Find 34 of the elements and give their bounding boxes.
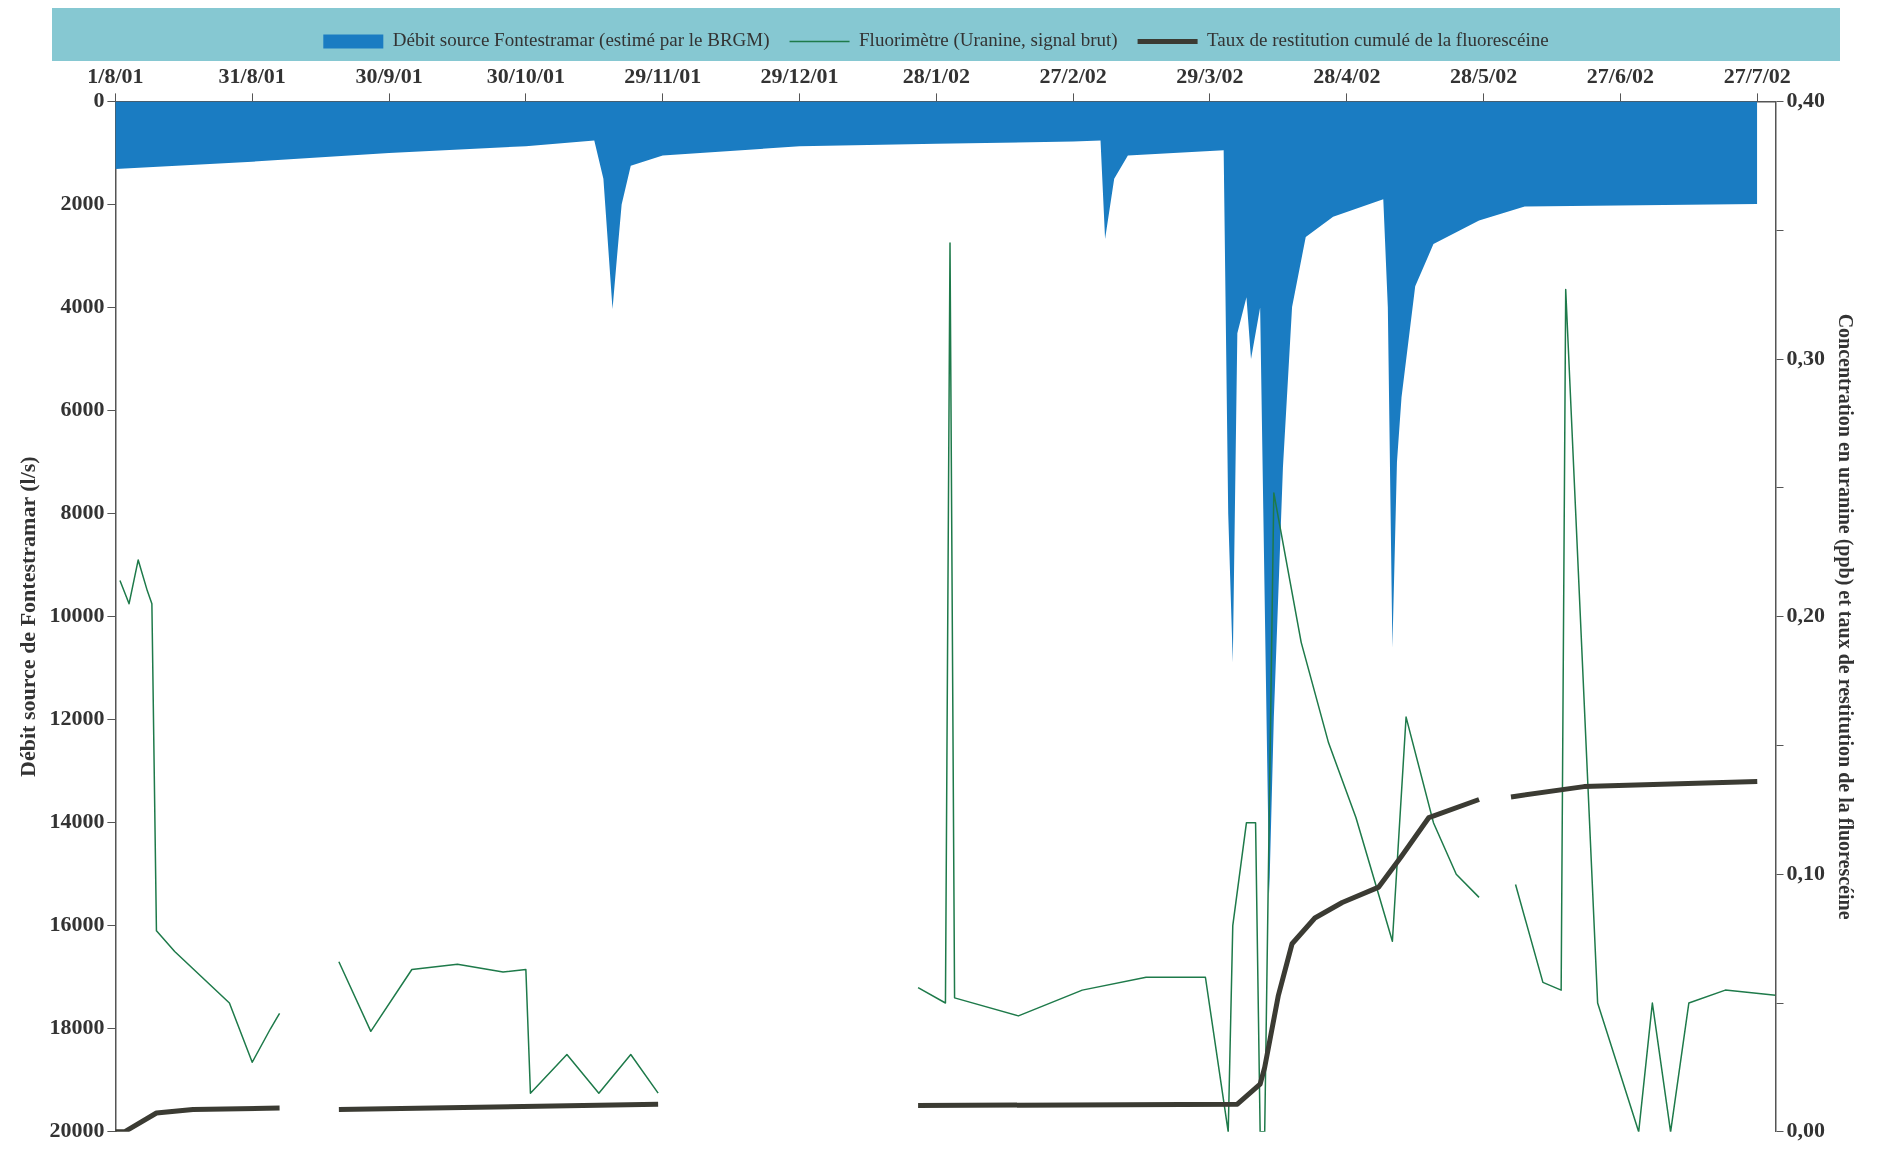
x-tick-label: 31/8/01 bbox=[218, 62, 286, 88]
y2-axis-title: Concentration en uranine (ppb) et taux de restitution de la fluorescéine bbox=[1833, 313, 1857, 920]
x-tick-label: 27/2/02 bbox=[1039, 62, 1107, 88]
x-tick-label: 30/10/01 bbox=[486, 62, 565, 88]
x-tick-label: 28/5/02 bbox=[1450, 62, 1518, 88]
y-tick-label: 20000 bbox=[49, 1117, 105, 1143]
legend-label: Débit source Fontestramar (estimé par le BRGM) bbox=[392, 29, 770, 52]
x-tick-label: 27/7/02 bbox=[1723, 62, 1791, 88]
x-tick-label: 30/9/01 bbox=[355, 62, 423, 88]
y-tick-label: 8000 bbox=[60, 499, 105, 525]
y-tick-label: 12000 bbox=[49, 705, 105, 731]
x-tick-label: 29/12/01 bbox=[760, 62, 839, 88]
x-tick-label: 29/11/01 bbox=[624, 62, 702, 88]
y-tick-label: 14000 bbox=[49, 808, 105, 834]
y2-tick-label: 0,30 bbox=[1786, 344, 1825, 370]
y-axis-title: Débit source de Fontestramar (l/s) bbox=[14, 456, 40, 777]
x-tick-label: 27/6/02 bbox=[1586, 62, 1655, 88]
y2-tick-label: 0,10 bbox=[1786, 859, 1825, 885]
y-tick-label: 0 bbox=[93, 87, 105, 113]
y-tick-label: 18000 bbox=[49, 1014, 105, 1040]
y-tick-label: 4000 bbox=[60, 293, 105, 319]
x-tick-label: 28/4/02 bbox=[1313, 62, 1381, 88]
y-tick-label: 10000 bbox=[49, 602, 105, 628]
x-tick-label: 1/8/01 bbox=[87, 62, 144, 88]
x-tick-label: 29/3/02 bbox=[1176, 62, 1244, 88]
y-tick-label: 16000 bbox=[49, 911, 105, 937]
y2-tick-label: 0,40 bbox=[1786, 87, 1825, 113]
y2-tick-label: 0,20 bbox=[1786, 602, 1825, 628]
legend-label: Fluorimètre (Uranine, signal brut) bbox=[859, 29, 1118, 52]
y-tick-label: 2000 bbox=[60, 190, 105, 216]
y2-tick-label: 0,00 bbox=[1786, 1117, 1825, 1143]
x-tick-label: 28/1/02 bbox=[902, 62, 970, 88]
y-tick-label: 6000 bbox=[60, 396, 105, 422]
legend-label: Taux de restitution cumulé de la fluorescéine bbox=[1207, 29, 1549, 51]
